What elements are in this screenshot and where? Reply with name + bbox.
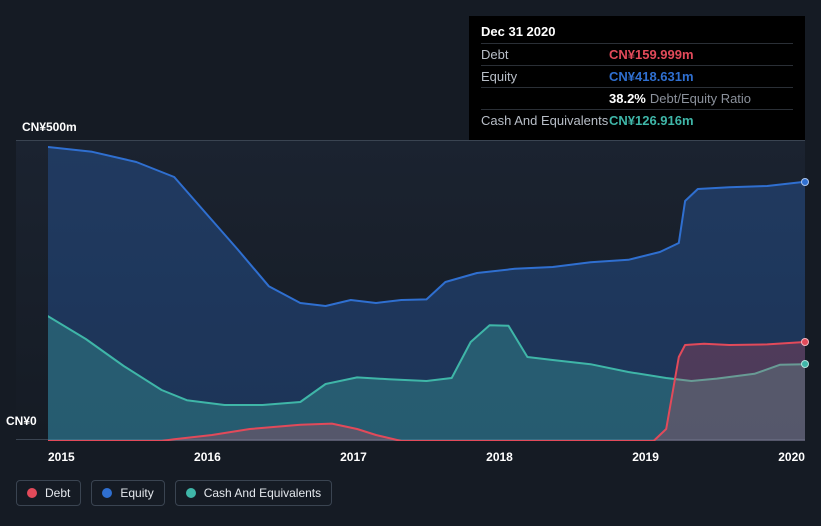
tooltip-row: EquityCN¥418.631m [481,65,793,87]
legend-item-equity[interactable]: Equity [91,480,164,506]
tooltip-row-value: 38.2%Debt/Equity Ratio [609,91,751,106]
tooltip-row: 38.2%Debt/Equity Ratio [481,87,793,109]
tooltip-row-label: Equity [481,69,609,84]
series-end-marker-equity [801,178,809,186]
tooltip-row: DebtCN¥159.999m [481,43,793,65]
chart-svg [48,141,805,441]
tooltip-row-sub: Debt/Equity Ratio [650,91,751,106]
cash-swatch-icon [186,488,196,498]
x-tick-label: 2019 [632,450,659,464]
legend-item-cash[interactable]: Cash And Equivalents [175,480,332,506]
legend-item-label: Equity [120,486,153,500]
debt-swatch-icon [27,488,37,498]
plot-area[interactable] [16,140,805,440]
chart-legend: Debt Equity Cash And Equivalents [16,480,332,506]
x-tick-label: 2020 [778,450,805,464]
x-axis: 2015 2016 2017 2018 2019 2020 [48,450,805,464]
y-axis-top-label: CN¥500m [22,120,805,134]
x-tick-label: 2015 [48,450,75,464]
tooltip-row-label: Debt [481,47,609,62]
equity-swatch-icon [102,488,112,498]
legend-item-debt[interactable]: Debt [16,480,81,506]
area-chart: CN¥500m 2015 2016 2017 2018 2019 2020 [16,120,805,464]
series-end-marker-debt [801,338,809,346]
tooltip-row-label [481,91,609,106]
legend-item-label: Debt [45,486,70,500]
series-end-marker-cash [801,360,809,368]
y-axis-bottom-label: CN¥0 [6,414,37,428]
legend-item-label: Cash And Equivalents [204,486,321,500]
x-tick-label: 2018 [486,450,513,464]
tooltip-row-value: CN¥159.999m [609,47,694,62]
tooltip-row-value: CN¥418.631m [609,69,694,84]
tooltip-title: Dec 31 2020 [481,24,793,43]
x-tick-label: 2017 [340,450,367,464]
x-tick-label: 2016 [194,450,221,464]
